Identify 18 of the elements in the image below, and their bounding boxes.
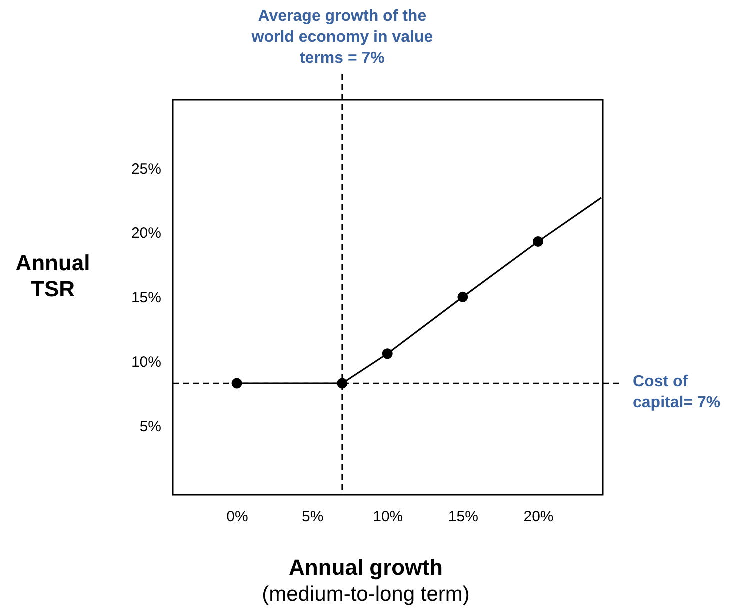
x-tick-label: 5% — [302, 508, 324, 526]
text: (medium-to-long term) — [262, 583, 470, 606]
y-tick-label: 5% — [140, 418, 162, 436]
text: Cost of capital= 7% — [633, 374, 721, 412]
y-axis-title: Annual TSR — [16, 250, 90, 302]
x-tick-label: 15% — [448, 508, 478, 526]
point — [458, 292, 468, 302]
x-axis-title: Annual growth — [289, 555, 443, 580]
point — [382, 348, 393, 360]
y-tick-label: 15% — [131, 290, 162, 307]
ref-line-label: Average growth of the world economy in value terms = 7% — [250, 8, 434, 67]
y-tick-label: 10% — [131, 354, 162, 372]
y-tick-label: 20% — [131, 225, 162, 242]
x-tick-label: 0% — [226, 508, 248, 526]
y-tick-label: 25% — [131, 160, 162, 178]
point — [532, 236, 544, 247]
x-tick-label: 20% — [524, 508, 554, 526]
x-tick-label: 10% — [373, 508, 404, 526]
